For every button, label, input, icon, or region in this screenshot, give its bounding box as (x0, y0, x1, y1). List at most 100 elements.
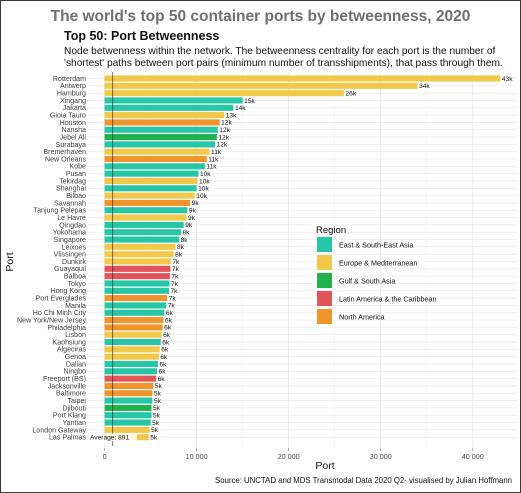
x-tick-label: 10 000 (186, 452, 208, 461)
port-label: Xingang (60, 97, 86, 105)
page-title: The world's top 50 container ports by be… (50, 8, 471, 25)
bar (104, 287, 170, 294)
value-label: 13k (226, 112, 237, 119)
value-label: 5k (150, 434, 158, 441)
bar (104, 126, 218, 133)
port-label: Singapore (54, 236, 86, 244)
bar (104, 82, 418, 89)
bar (104, 163, 205, 170)
value-label: 6k (159, 361, 167, 368)
x-tick-label: 0 (103, 452, 107, 461)
value-labels: 43k34k26k15k14k13k12k12k12k12k11k11k11k1… (150, 76, 513, 442)
port-label: Jakarta (63, 104, 86, 112)
value-label: 5k (153, 405, 161, 412)
port-label: Hong Kong (51, 287, 87, 295)
value-label: 6k (160, 354, 168, 361)
port-label: Port Klang (53, 412, 86, 420)
port-label: Tekirdag (59, 177, 86, 185)
bar (104, 207, 188, 214)
value-label: 6k (166, 310, 174, 317)
value-label: 7k (171, 288, 179, 295)
port-label: Bilbao (66, 192, 86, 200)
x-tick-label: 30 000 (370, 452, 392, 461)
value-label: 34k (419, 83, 430, 90)
port-label: Taipei (67, 397, 86, 405)
legend-title: Region (316, 225, 346, 236)
legend-label: Latin America & the Caribbean (339, 295, 437, 304)
value-label: 7k (172, 266, 180, 273)
value-label: 5k (153, 413, 161, 420)
port-label: New York/New Jersey (17, 316, 86, 324)
value-label: 8k (177, 244, 185, 251)
value-label: 10k (198, 186, 209, 193)
x-tick-label: 20 000 (278, 452, 300, 461)
x-axis-title: Port (315, 460, 334, 472)
bar (104, 397, 153, 404)
port-label: Genoa (65, 353, 86, 361)
value-label: 6k (161, 347, 169, 354)
port-label: Freeport (BS) (43, 375, 86, 383)
value-label: 7k (171, 273, 179, 280)
x-axis-ticks: 0 10 000 20 000 30 000 40 000 (103, 448, 484, 461)
bar (104, 104, 234, 111)
port-label: Yokohama (53, 229, 86, 237)
port-label: Ho Chi Minh City (33, 309, 87, 317)
chart-description: Node betwenness within the network. The … (64, 46, 503, 69)
value-label: 8k (175, 251, 183, 258)
value-label: 7k (169, 295, 177, 302)
port-label: Gioia Tauro (50, 112, 86, 120)
port-label: Balboa (64, 273, 86, 281)
average-marker: Average: 891 (89, 72, 137, 446)
port-label: Vlissingen (54, 251, 86, 259)
port-label: Yantian (62, 419, 86, 427)
port-label: Ningbo (64, 368, 87, 376)
value-label: 7k (172, 259, 180, 266)
bar (104, 229, 181, 236)
bar (104, 295, 168, 302)
value-label: 10k (199, 178, 210, 185)
value-label: 10k (200, 171, 211, 178)
bar (104, 243, 176, 250)
value-label: 5k (152, 420, 160, 427)
port-label: Jebel Ali (60, 133, 87, 141)
bar (104, 317, 164, 324)
port-label: Shanghai (56, 185, 86, 193)
port-label: Dunkirk (62, 258, 86, 266)
bar (104, 185, 197, 192)
value-label: 14k (235, 105, 246, 112)
legend-swatch (317, 291, 332, 306)
bar (104, 90, 344, 97)
port-label: Jacksonville (48, 382, 86, 390)
port-label: Port Everglades (36, 295, 87, 303)
port-label: Surabaya (56, 141, 86, 149)
source-caption: Source: UNCTAD and MDS Transmodal Data 2… (215, 476, 512, 485)
legend: Region East & South-East Asia Europe & Me… (316, 225, 437, 324)
port-label: Le Havre (57, 214, 86, 222)
bar (104, 412, 152, 419)
value-label: 6k (158, 376, 166, 383)
port-label: Rotterdam (53, 75, 86, 83)
bar (104, 280, 170, 287)
port-label: Dalian (66, 360, 86, 368)
value-label: 26k (345, 90, 356, 97)
legend-label: East & South-East Asia (339, 241, 413, 250)
bar (104, 192, 195, 199)
bar (104, 258, 171, 265)
port-label: Manila (65, 302, 86, 310)
value-label: 5k (155, 383, 163, 390)
bars (104, 75, 501, 441)
average-label-bg (89, 433, 137, 442)
value-label: 6k (165, 317, 173, 324)
value-label: 6k (159, 369, 167, 376)
legend-label: North America (339, 313, 385, 322)
port-label: Qingdao (59, 221, 86, 229)
bar (104, 273, 170, 280)
value-label: 8k (182, 230, 190, 237)
bar (104, 265, 171, 272)
value-label: 6k (163, 332, 171, 339)
port-label: Djibouti (62, 404, 86, 412)
bar (104, 324, 163, 331)
port-labels: RotterdamAntwerpHamburgXingangJakartaGio… (17, 75, 86, 442)
chart-subtitle: Top 50: Port Betweenness (64, 29, 220, 43)
